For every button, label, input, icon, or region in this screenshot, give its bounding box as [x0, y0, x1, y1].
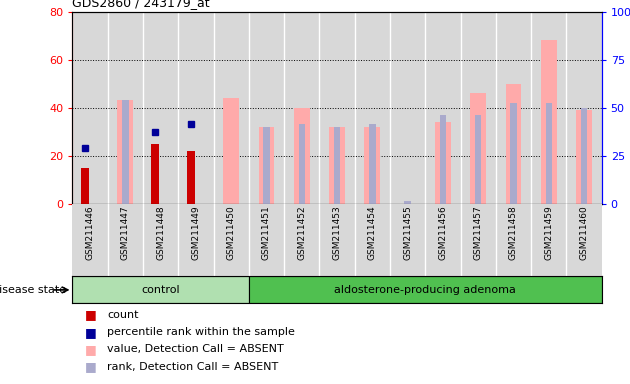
Text: GSM211446: GSM211446 [86, 205, 94, 260]
Text: GSM211455: GSM211455 [403, 205, 412, 260]
Bar [475, 115, 481, 204]
Text: GSM211450: GSM211450 [227, 205, 236, 260]
Bar [461, 12, 496, 204]
Bar [178, 12, 214, 204]
Text: ■: ■ [85, 326, 97, 339]
Bar [108, 12, 143, 204]
Text: GSM211448: GSM211448 [156, 205, 165, 260]
Bar [284, 12, 319, 204]
Bar [581, 108, 587, 204]
Bar [576, 110, 592, 204]
Bar [510, 103, 517, 204]
Bar [151, 144, 159, 204]
Bar [546, 103, 552, 204]
Bar [334, 127, 340, 204]
Bar [299, 124, 305, 204]
Bar [531, 12, 566, 204]
Text: GSM211447: GSM211447 [121, 205, 130, 260]
Bar [470, 93, 486, 204]
Text: GSM211460: GSM211460 [580, 205, 588, 260]
Bar [249, 276, 602, 303]
Text: ■: ■ [85, 308, 97, 321]
Bar [294, 108, 310, 204]
Text: ■: ■ [85, 360, 97, 373]
Text: GSM211451: GSM211451 [262, 205, 271, 260]
Bar [369, 124, 375, 204]
Bar [263, 127, 270, 204]
Text: value, Detection Call = ABSENT: value, Detection Call = ABSENT [107, 344, 284, 354]
Bar [496, 12, 531, 204]
Text: GSM211453: GSM211453 [333, 205, 341, 260]
Text: GSM211452: GSM211452 [297, 205, 306, 260]
Bar [117, 100, 134, 204]
Bar [122, 100, 129, 204]
Bar [186, 151, 195, 204]
Bar [81, 167, 89, 204]
Text: GSM211454: GSM211454 [368, 205, 377, 260]
Text: GSM211449: GSM211449 [192, 205, 200, 260]
Bar [425, 12, 461, 204]
Bar [541, 40, 557, 204]
Bar [214, 12, 249, 204]
Text: percentile rank within the sample: percentile rank within the sample [107, 327, 295, 337]
Text: GSM211457: GSM211457 [474, 205, 483, 260]
Text: count: count [107, 310, 139, 320]
Text: rank, Detection Call = ABSENT: rank, Detection Call = ABSENT [107, 362, 278, 372]
Bar [258, 127, 275, 204]
Bar [390, 12, 425, 204]
Bar [505, 84, 522, 204]
Text: GDS2860 / 243179_at: GDS2860 / 243179_at [72, 0, 210, 9]
Bar [72, 12, 108, 204]
Text: GSM211456: GSM211456 [438, 205, 447, 260]
Text: control: control [141, 285, 180, 295]
Bar [249, 12, 284, 204]
Bar [329, 127, 345, 204]
Text: disease state: disease state [0, 285, 66, 295]
Bar [319, 12, 355, 204]
Bar [72, 276, 249, 303]
Bar [566, 12, 602, 204]
Bar [364, 127, 381, 204]
Bar [404, 201, 411, 204]
Bar [355, 12, 390, 204]
Text: GSM211458: GSM211458 [509, 205, 518, 260]
Text: ■: ■ [85, 343, 97, 356]
Bar [440, 115, 446, 204]
Text: GSM211459: GSM211459 [544, 205, 553, 260]
Text: aldosterone-producing adenoma: aldosterone-producing adenoma [335, 285, 516, 295]
Bar [223, 98, 239, 204]
Bar [143, 12, 178, 204]
Bar [435, 122, 451, 204]
